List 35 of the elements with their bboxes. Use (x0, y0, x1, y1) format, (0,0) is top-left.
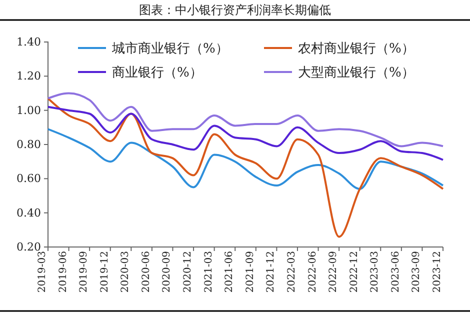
x-tick-label: 2023-06 (390, 251, 402, 293)
chart-title: 图表：中小银行资产利润率长期偏低 (139, 3, 331, 17)
x-tick-label: 2021-06 (224, 251, 236, 293)
x-tick-label: 2023-09 (411, 251, 422, 293)
y-tick-label: 0.60 (16, 172, 41, 186)
x-tick-label: 2022-03 (286, 251, 298, 293)
y-tick-label: 0.40 (16, 206, 41, 220)
y-tick-label: 1.20 (16, 70, 41, 83)
legend-label: 城市商业银行（%） (111, 42, 228, 57)
y-tick-label: 1.00 (16, 104, 41, 117)
x-tick-label: 2021-12 (266, 251, 277, 293)
legend-label: 大型商业银行（%） (298, 66, 414, 81)
x-tick-label: 2023-12 (432, 251, 443, 293)
legend-label: 农村商业银行（%） (298, 42, 414, 57)
x-tick-label: 2020-12 (182, 251, 194, 293)
x-tick-label: 2020-03 (120, 251, 132, 293)
legend-label: 商业银行（%） (112, 66, 202, 81)
y-tick-label: 0.80 (16, 138, 41, 152)
x-tick-label: 2019-03 (37, 251, 48, 293)
line-series (47, 106, 444, 161)
x-tick-label: 2020-06 (140, 251, 152, 293)
x-tick-label: 2019-12 (99, 251, 110, 293)
x-tick-label: 2019-09 (78, 251, 90, 293)
line-series (47, 97, 444, 238)
x-tick-label: 2020-09 (162, 251, 173, 293)
x-tick-label: 2021-03 (203, 251, 214, 293)
x-tick-label: 2022-06 (307, 251, 318, 293)
x-tick-label: 2023-03 (370, 251, 381, 293)
x-tick-label: 2022-09 (328, 251, 340, 293)
x-tick-label: 2019-06 (58, 251, 69, 293)
line-series (47, 92, 444, 148)
x-tick-label: 2021-09 (244, 251, 256, 293)
line-series (47, 128, 444, 190)
y-tick-label: 1.40 (16, 36, 41, 49)
x-tick-label: 2022-12 (348, 251, 360, 293)
